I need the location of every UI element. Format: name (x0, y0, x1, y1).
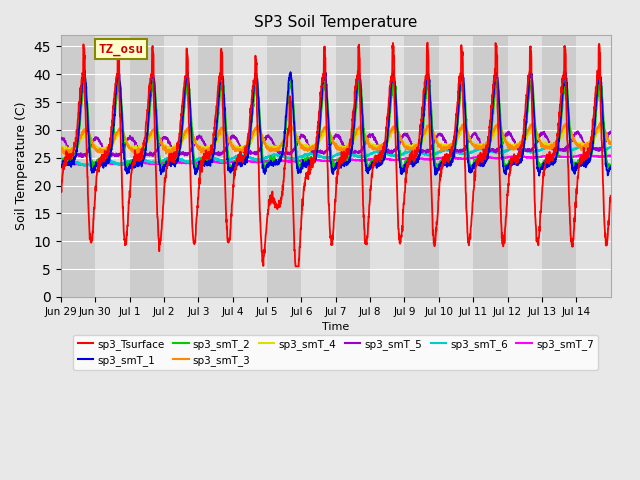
Bar (439, 36, 473, 297)
Bar (404, 36, 439, 297)
Title: SP3 Soil Temperature: SP3 Soil Temperature (254, 15, 417, 30)
Bar (301, 36, 336, 297)
Bar (233, 36, 267, 297)
Bar (473, 36, 508, 297)
Text: TZ_osu: TZ_osu (99, 43, 143, 56)
Bar (576, 36, 611, 297)
Bar (198, 36, 233, 297)
Bar (267, 36, 301, 297)
Bar (164, 36, 198, 297)
Bar (508, 36, 542, 297)
Legend: sp3_Tsurface, sp3_smT_1, sp3_smT_2, sp3_smT_3, sp3_smT_4, sp3_smT_5, sp3_smT_6, : sp3_Tsurface, sp3_smT_1, sp3_smT_2, sp3_… (74, 335, 598, 370)
Bar (542, 36, 576, 297)
Bar (336, 36, 370, 297)
Bar (370, 36, 404, 297)
X-axis label: Time: Time (322, 322, 349, 332)
Bar (95, 36, 130, 297)
Bar (130, 36, 164, 297)
Y-axis label: Soil Temperature (C): Soil Temperature (C) (15, 102, 28, 230)
Bar (61, 36, 95, 297)
